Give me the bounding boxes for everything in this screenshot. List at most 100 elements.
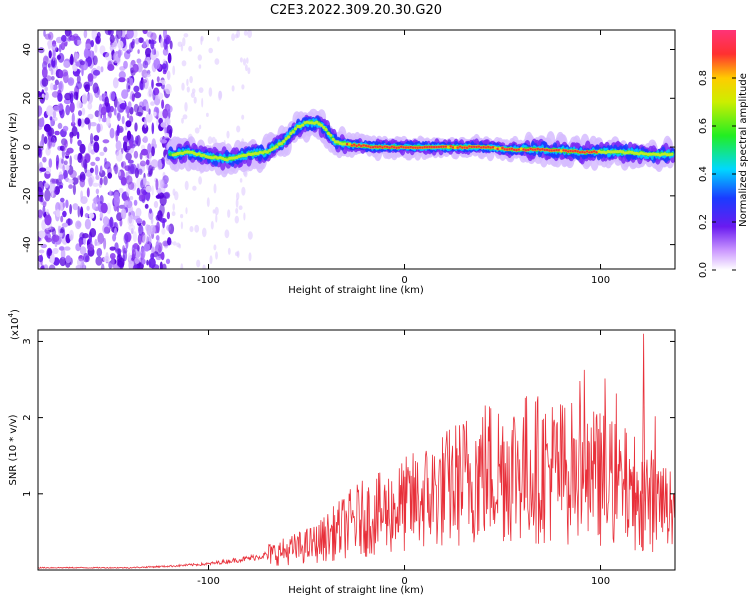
noise-blob [103,226,110,234]
noise-blob [93,135,100,142]
noise-blob [135,218,143,224]
noise-blob [76,100,81,109]
noise-blob [245,64,248,72]
colorbar-tick-label: 0.2 [698,214,709,230]
noise-blob [127,163,135,175]
noise-blob [127,101,132,109]
ridge-core [421,146,424,149]
noise-blob [206,197,210,208]
noise-blob [242,58,247,66]
noise-blob [38,261,41,269]
noise-blob [172,65,176,76]
noise-blob [52,110,57,119]
noise-blob [58,43,62,53]
ridge-core [616,150,620,154]
noise-blob [51,43,58,52]
y-tick-label: -40 [22,236,33,252]
ridge-core [364,144,368,147]
ridge-core [496,147,500,151]
noise-blob [109,253,116,260]
y-tick-label: 2 [22,414,33,420]
x-tick-label: 100 [591,576,610,587]
noise-blob [155,178,159,191]
noise-blob [69,101,75,113]
ridge-core [569,149,573,153]
noise-blob [190,92,195,98]
noise-blob [159,218,167,223]
noise-blob [137,49,140,54]
noise-blob [161,99,165,109]
ridge-core [538,148,542,151]
noise-blob [151,146,155,157]
ridge-core [461,146,464,149]
ridge-core [522,148,526,151]
noise-blob [102,216,109,226]
noise-blob [44,214,52,226]
noise-blob [87,113,94,120]
noise-blob [148,257,156,269]
snr-peak [642,333,646,502]
noise-blob [71,126,78,137]
noise-blob [132,264,139,269]
noise-blob [194,127,200,134]
noise-blob [117,101,120,112]
snr-line [38,369,675,569]
noise-blob [116,124,120,136]
noise-blob [134,135,139,145]
ridge-core [592,150,596,153]
ridge-core [378,145,382,148]
spectrogram-x-label: Height of straight line (km) [288,285,424,296]
ridge-core [581,150,584,154]
noise-blob [58,70,64,79]
noise-blob [78,110,82,117]
y-tick-label: 3 [22,338,33,344]
noise-blob [84,213,89,218]
noise-blob [154,143,157,149]
ridge-core [324,128,328,132]
noise-blob [64,92,72,101]
noise-blob [149,224,156,235]
noise-blob [171,211,176,217]
ridge-core [515,149,518,152]
noise-blob [197,54,202,61]
noise-blob [164,83,172,95]
noise-blob [180,214,184,219]
noise-blob [96,123,101,133]
noise-blob [39,167,47,172]
noise-blob [102,139,110,144]
ridge-core [423,145,427,149]
noise-blob [55,36,63,44]
noise-blob [58,174,65,180]
noise-blob [94,44,98,53]
ridge-core [383,145,387,148]
noise-blob [117,49,122,59]
noise-blob [198,64,202,69]
noise-blob [83,236,87,246]
ridge-core [599,150,603,154]
noise-blob [90,161,96,166]
noise-blob [44,91,49,101]
noise-blob [95,256,103,266]
ridge-core [185,150,189,154]
noise-blob [95,156,100,162]
ridge-core [491,146,495,149]
noise-blob [148,234,152,246]
ridge-core [416,146,420,149]
x-tick-label: 0 [401,275,407,286]
noise-blob [226,130,230,139]
noise-blob [44,189,51,202]
noise-blob [72,33,79,39]
noise-blob [107,64,115,71]
noise-blob [107,172,113,179]
noise-blob [44,166,52,175]
noise-blob [103,176,108,186]
noise-blob [246,57,249,64]
ridge-core [275,145,279,149]
ridge-core [315,120,319,124]
noise-blob [60,197,65,203]
noise-blob [86,187,90,198]
y-tick-label: 0 [22,144,33,150]
noise-blob [104,157,107,165]
noise-blob [224,229,230,239]
ridge-core [176,151,180,156]
